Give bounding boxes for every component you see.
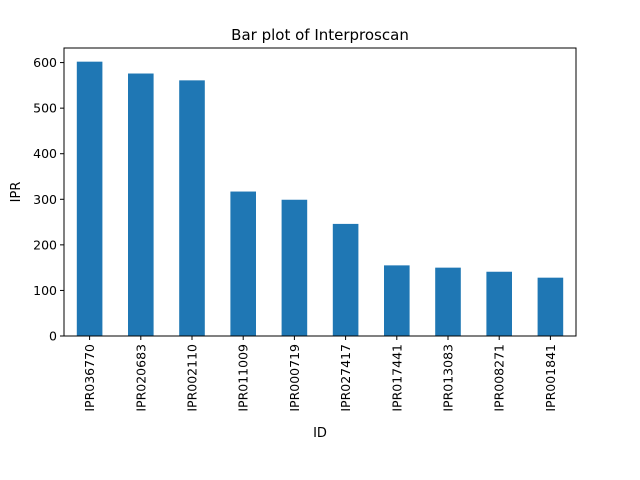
y-axis-label: IPR [9, 182, 24, 203]
x-tick-label: IPR020683 [133, 344, 148, 412]
x-tick-label: IPR027417 [338, 344, 353, 412]
x-tick-label: IPR017441 [389, 344, 404, 412]
chart-title: Bar plot of Interproscan [231, 26, 409, 44]
y-axis: 0 100 200 300 400 500 600 [33, 55, 64, 344]
x-tick-label: IPR036770 [82, 344, 97, 412]
bar-IPR000719 [281, 199, 308, 336]
bar-IPR036770 [76, 61, 103, 336]
x-tick-label: IPR011009 [236, 344, 251, 412]
y-tick-label: 100 [33, 283, 57, 298]
bar-IPR011009 [230, 191, 256, 336]
bars-group [76, 61, 564, 337]
bar-IPR008271 [486, 271, 512, 336]
y-tick-label: 600 [33, 55, 57, 70]
bar-IPR013083 [435, 267, 461, 336]
x-tick-label: IPR001841 [543, 344, 558, 412]
y-tick-label: 300 [33, 192, 57, 207]
bar-IPR020683 [128, 73, 154, 337]
bar-IPR027417 [332, 223, 359, 336]
x-tick-label: IPR013083 [441, 344, 456, 412]
x-axis-label: ID [313, 426, 327, 441]
bar-IPR001841 [537, 277, 564, 336]
bar-IPR017441 [384, 265, 410, 336]
bar-IPR002110 [179, 80, 205, 336]
x-tick-label: IPR008271 [492, 344, 507, 412]
x-axis: IPR036770 IPR020683 IPR002110 IPR011009 IPR0… [82, 336, 558, 412]
x-tick-label: IPR000719 [287, 344, 302, 412]
x-tick-label: IPR002110 [185, 344, 200, 412]
y-tick-label: 400 [33, 146, 57, 161]
y-tick-label: 0 [49, 329, 57, 344]
y-tick-label: 200 [33, 237, 57, 252]
plot-frame [63, 47, 577, 337]
y-tick-label: 500 [33, 101, 57, 116]
